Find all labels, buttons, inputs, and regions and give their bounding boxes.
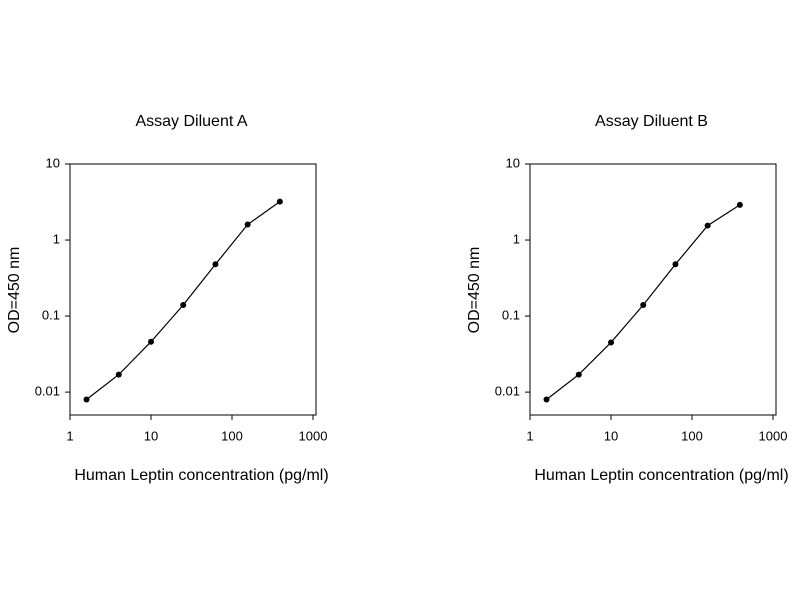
y-tick-label: 1 [53, 231, 60, 246]
y-axis-label: OD=450 nm [6, 247, 23, 334]
chart-title: Assay Diluent A [135, 113, 247, 130]
x-tick-label: 10 [604, 428, 618, 443]
plot-frame [69, 163, 317, 416]
data-point [115, 371, 122, 378]
x-tick-label: 10 [144, 428, 158, 443]
curve [86, 201, 281, 400]
x-axis-label: Human Leptin concentration (pg/ml) [534, 467, 788, 484]
data-point [608, 339, 614, 346]
data-point [276, 198, 283, 205]
y-tick-label: 1 [513, 231, 520, 246]
data-point [543, 396, 550, 403]
x-tick-label: 1 [66, 428, 73, 443]
data-point [148, 338, 154, 345]
plot-frame [529, 163, 777, 416]
y-tick-label: 0.1 [42, 308, 60, 323]
y-tick-label: 0.01 [35, 384, 60, 399]
x-axis-label: Human Leptin concentration (pg/ml) [74, 467, 328, 484]
data-point [672, 261, 679, 268]
data-point [704, 222, 711, 229]
chart-title: Assay Diluent B [595, 113, 708, 130]
y-tick-label: 10 [506, 155, 520, 170]
data-point [640, 301, 647, 308]
data-point [736, 201, 743, 208]
data-point [83, 396, 90, 403]
y-tick-label: 0.1 [502, 308, 520, 323]
y-tick-label: 0.01 [495, 384, 520, 399]
data-point [244, 221, 251, 228]
data-point [180, 301, 187, 308]
data-point [212, 261, 219, 268]
y-axis-label: OD=450 nm [466, 247, 483, 334]
x-tick-label: 100 [681, 428, 703, 443]
x-tick-label: 1000 [299, 428, 328, 443]
x-tick-label: 1000 [759, 428, 788, 443]
data-point [575, 371, 582, 378]
x-tick-label: 100 [221, 428, 243, 443]
y-tick-label: 10 [46, 155, 60, 170]
x-tick-label: 1 [526, 428, 533, 443]
